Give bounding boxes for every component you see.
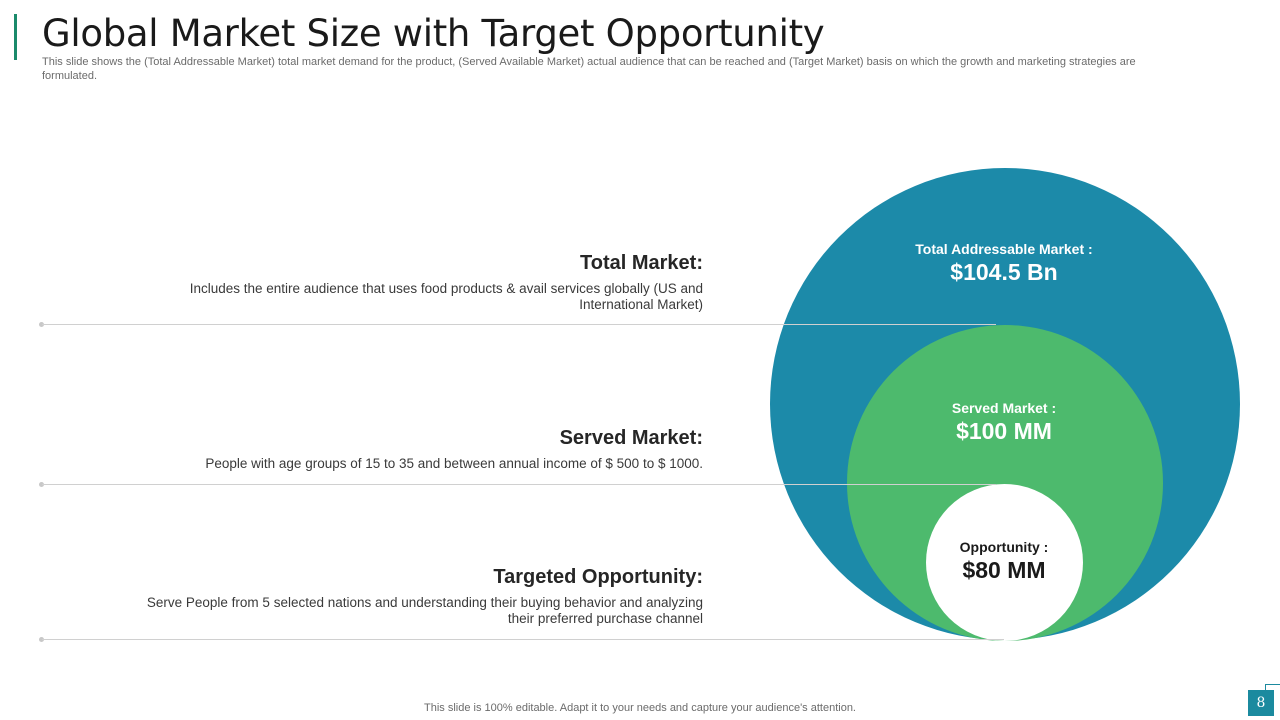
served-market-title: Served Market:	[559, 427, 703, 449]
total-market-circle-value: $104.5 Bn	[950, 259, 1058, 285]
targeted-opportunity-description: Serve People from 5 selected nations and…	[146, 595, 703, 626]
total-market-title: Total Market:	[580, 252, 703, 274]
slide-title: Global Market Size with Target Opportuni…	[42, 12, 825, 55]
opportunity-circle	[926, 484, 1083, 641]
total-market-circle-label: Total Addressable Market :	[915, 241, 1093, 257]
title-accent-bar	[14, 14, 17, 60]
total-market-line-dot	[39, 322, 44, 327]
targeted-opportunity-guide-line	[42, 639, 1004, 640]
opportunity-circle-value: $80 MM	[962, 557, 1046, 583]
served-market-guide-line	[42, 484, 996, 485]
opportunity-circle-label: Opportunity :	[959, 539, 1049, 555]
served-market-circle-value: $100 MM	[956, 418, 1052, 444]
targeted-opportunity-line-dot	[39, 637, 44, 642]
page-number-corner	[1265, 684, 1280, 693]
slide-footer-note: This slide is 100% editable. Adapt it to…	[424, 702, 856, 714]
total-market-guide-line	[42, 324, 996, 325]
slide-subtitle: This slide shows the (Total Addressable …	[42, 56, 1136, 82]
targeted-opportunity-title: Targeted Opportunity:	[493, 566, 703, 588]
served-market-circle-label: Served Market :	[951, 400, 1057, 416]
served-market-line-dot	[39, 482, 44, 487]
total-market-description: Includes the entire audience that uses f…	[189, 281, 703, 312]
served-market-description: People with age groups of 15 to 35 and b…	[205, 456, 703, 471]
page-number: 8	[1248, 690, 1274, 716]
